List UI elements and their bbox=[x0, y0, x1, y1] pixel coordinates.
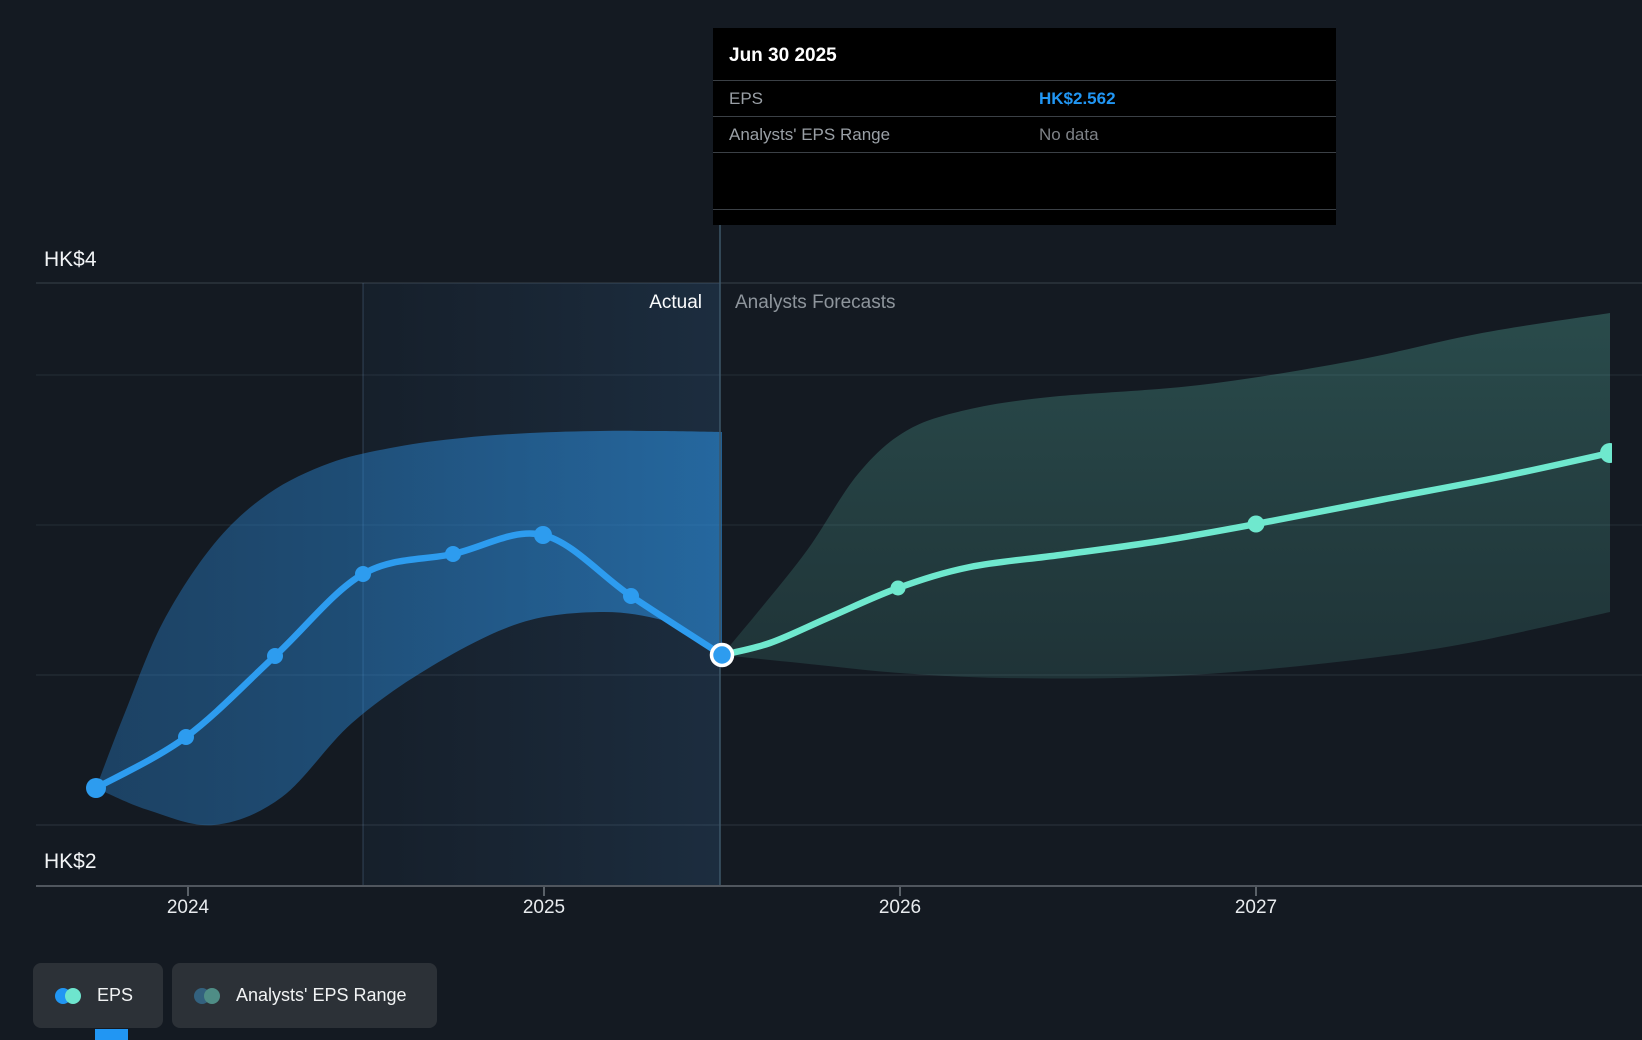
range-legend-icon bbox=[194, 987, 220, 1004]
x-axis-label-2025: 2025 bbox=[522, 897, 566, 918]
y-axis-label-bottom: HK$2 bbox=[44, 850, 97, 873]
forecast-zone-label: Analysts Forecasts bbox=[735, 292, 896, 313]
tooltip-range-value: No data bbox=[1039, 125, 1099, 144]
legend-pill-eps[interactable]: EPS bbox=[33, 963, 164, 1028]
tooltip-range-label: Analysts' EPS Range bbox=[729, 125, 891, 144]
tooltip-eps-value: HK$2.562 bbox=[1039, 89, 1116, 108]
actual-eps-band bbox=[96, 430, 722, 826]
range-dot-teal-icon bbox=[204, 987, 220, 1004]
tooltip-row-eps: EPS HK$2.562 bbox=[713, 81, 1336, 117]
bottom-edge-blue-fragment bbox=[95, 1029, 128, 1040]
selected-point-jun-30-2025[interactable] bbox=[709, 642, 735, 668]
eps-legend-icon bbox=[55, 987, 81, 1004]
x-axis-label-2024: 2024 bbox=[166, 897, 210, 918]
analysts-eps-range-band bbox=[722, 313, 1610, 679]
chart-tooltip: Jun 30 2025 EPS HK$2.562 Analysts' EPS R… bbox=[713, 28, 1336, 225]
tooltip-spacer bbox=[713, 153, 1336, 210]
x-axis-label-2027: 2027 bbox=[1234, 897, 1278, 918]
y-axis-label-top: HK$4 bbox=[44, 248, 97, 271]
actual-eps-line bbox=[92, 530, 726, 792]
legend-range-label: Analysts' EPS Range bbox=[236, 985, 407, 1005]
tooltip-date-title: Jun 30 2025 bbox=[713, 28, 1336, 81]
forecast-eps-line bbox=[718, 449, 1612, 659]
actual-zone-label: Actual bbox=[649, 292, 702, 313]
actual-eps-points[interactable] bbox=[86, 526, 639, 798]
eps-dot-teal-icon bbox=[65, 987, 81, 1004]
x-axis-label-2026: 2026 bbox=[878, 897, 922, 918]
legend-pill-analysts-range[interactable]: Analysts' EPS Range bbox=[172, 963, 437, 1028]
tooltip-eps-label: EPS bbox=[729, 89, 764, 108]
x-axis-ticks bbox=[187, 887, 1257, 896]
legend-eps-label: EPS bbox=[97, 985, 134, 1005]
forecast-eps-points[interactable] bbox=[890, 443, 1621, 596]
tooltip-row-range: Analysts' EPS Range No data bbox=[713, 117, 1336, 153]
